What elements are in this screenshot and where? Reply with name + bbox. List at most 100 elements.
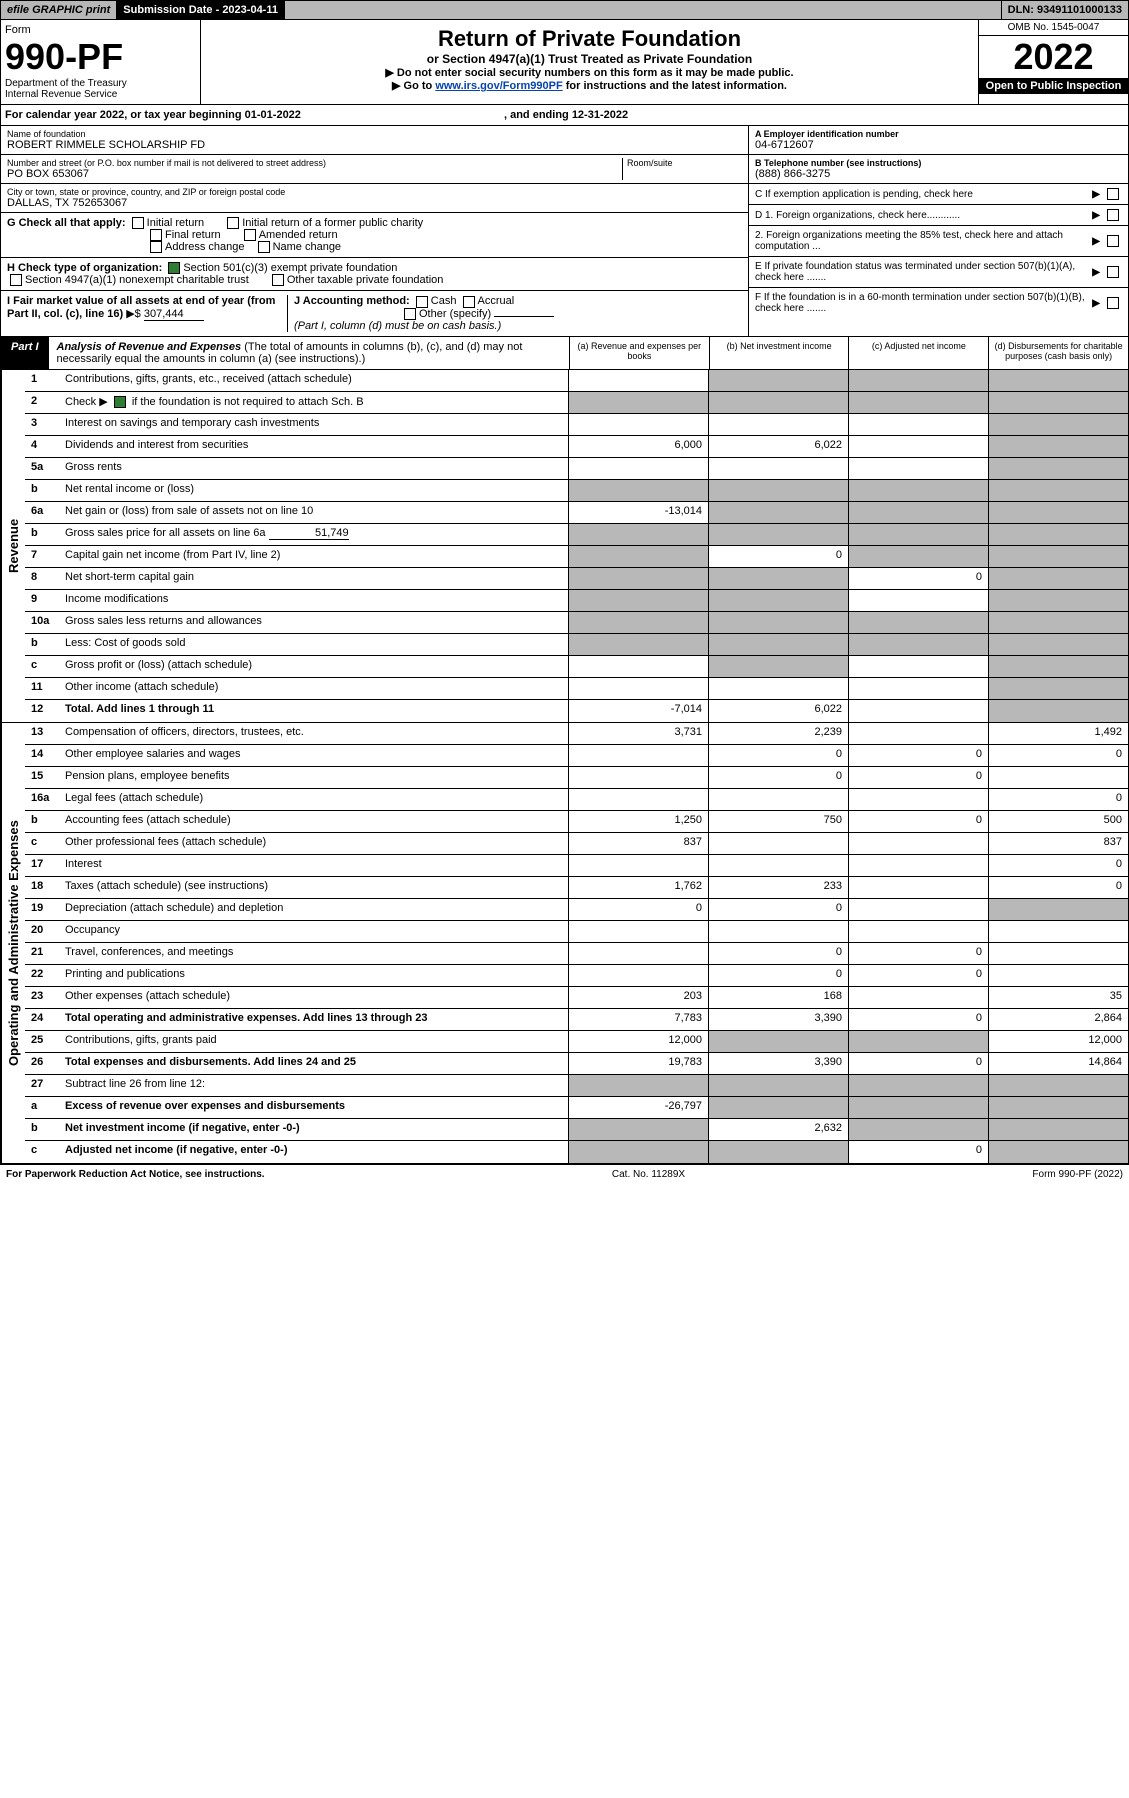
j-note: (Part I, column (d) must be on cash basi…: [294, 320, 501, 332]
r27a-a: -26,797: [568, 1097, 708, 1118]
c-checkbox[interactable]: [1107, 188, 1119, 200]
r15-b: 0: [708, 767, 848, 788]
r12-label: Total. Add lines 1 through 11: [61, 700, 568, 722]
col-d-hdr: (d) Disbursements for charitable purpose…: [988, 337, 1128, 369]
r1-label: Contributions, gifts, grants, etc., rece…: [61, 370, 568, 391]
r25-a: 12,000: [568, 1031, 708, 1052]
final-return-checkbox[interactable]: [150, 229, 162, 241]
d2-checkbox[interactable]: [1107, 235, 1119, 247]
r13-a: 3,731: [568, 723, 708, 744]
r27a-label: Excess of revenue over expenses and disb…: [61, 1097, 568, 1118]
r26-label: Total expenses and disbursements. Add li…: [61, 1053, 568, 1074]
city-value: DALLAS, TX 752653067: [7, 197, 742, 209]
r26-c: 0: [848, 1053, 988, 1074]
accrual-checkbox[interactable]: [463, 296, 475, 308]
r15-c: 0: [848, 767, 988, 788]
r27-label: Subtract line 26 from line 12:: [61, 1075, 568, 1096]
r27c-c: 0: [848, 1141, 988, 1163]
r7-b: 0: [708, 546, 848, 567]
501c3-checkbox[interactable]: [168, 262, 180, 274]
expenses-section: Operating and Administrative Expenses 13…: [0, 723, 1129, 1164]
r20-label: Occupancy: [61, 921, 568, 942]
r16b-c: 0: [848, 811, 988, 832]
top-bar: efile GRAPHIC print Submission Date - 20…: [0, 0, 1129, 20]
r3-label: Interest on savings and temporary cash i…: [61, 414, 568, 435]
cash-checkbox[interactable]: [416, 296, 428, 308]
r26-d: 14,864: [988, 1053, 1128, 1074]
f-label: F If the foundation is in a 60-month ter…: [755, 292, 1088, 314]
i-label: I Fair market value of all assets at end…: [7, 295, 275, 320]
footer-mid: Cat. No. 11289X: [612, 1169, 685, 1180]
r6b-val: 51,749: [269, 527, 349, 540]
other-taxable-checkbox[interactable]: [272, 274, 284, 286]
form-header: Form 990-PF Department of the Treasury I…: [0, 20, 1129, 105]
r23-a: 203: [568, 987, 708, 1008]
expenses-side-label: Operating and Administrative Expenses: [1, 723, 25, 1163]
r5b-label: Net rental income or (loss): [61, 480, 568, 501]
ein-label: A Employer identification number: [755, 129, 1122, 139]
room-label: Room/suite: [627, 158, 742, 168]
r26-a: 19,783: [568, 1053, 708, 1074]
r2-pre: Check ▶: [65, 396, 108, 408]
r13-b: 2,239: [708, 723, 848, 744]
g-opt-final: Final return: [165, 229, 221, 241]
r24-label: Total operating and administrative expen…: [61, 1009, 568, 1030]
efile-label: efile GRAPHIC print: [1, 1, 117, 19]
initial-former-checkbox[interactable]: [227, 217, 239, 229]
r4-b: 6,022: [708, 436, 848, 457]
r16c-label: Other professional fees (attach schedule…: [61, 833, 568, 854]
entity-info: Name of foundation ROBERT RIMMELE SCHOLA…: [0, 126, 1129, 337]
r14-label: Other employee salaries and wages: [61, 745, 568, 766]
r6b-label: Gross sales price for all assets on line…: [65, 527, 266, 539]
r25-label: Contributions, gifts, grants paid: [61, 1031, 568, 1052]
r18-a: 1,762: [568, 877, 708, 898]
4947-checkbox[interactable]: [10, 274, 22, 286]
d2-label: 2. Foreign organizations meeting the 85%…: [755, 230, 1088, 252]
r27c-label: Adjusted net income (if negative, enter …: [61, 1141, 568, 1163]
r17-d: 0: [988, 855, 1128, 876]
ein-value: 04-6712607: [755, 139, 1122, 151]
instr2-pre: ▶ Go to: [392, 80, 435, 92]
col-a-hdr: (a) Revenue and expenses per books: [569, 337, 709, 369]
r5a-label: Gross rents: [61, 458, 568, 479]
r7-label: Capital gain net income (from Part IV, l…: [61, 546, 568, 567]
r21-label: Travel, conferences, and meetings: [61, 943, 568, 964]
e-checkbox[interactable]: [1107, 266, 1119, 278]
foundation-name: ROBERT RIMMELE SCHOLARSHIP FD: [7, 139, 742, 151]
d1-checkbox[interactable]: [1107, 209, 1119, 221]
name-change-checkbox[interactable]: [258, 241, 270, 253]
schb-checkbox[interactable]: [114, 396, 126, 408]
other-method-checkbox[interactable]: [404, 308, 416, 320]
g-opt-addr: Address change: [165, 241, 245, 253]
r12-a: -7,014: [568, 700, 708, 722]
h-opt2: Section 4947(a)(1) nonexempt charitable …: [25, 274, 249, 286]
phone-value: (888) 866-3275: [755, 168, 1122, 180]
f-checkbox[interactable]: [1107, 297, 1119, 309]
r26-b: 3,390: [708, 1053, 848, 1074]
part1-title: Analysis of Revenue and Expenses: [57, 341, 242, 353]
r15-label: Pension plans, employee benefits: [61, 767, 568, 788]
r24-b: 3,390: [708, 1009, 848, 1030]
part1-header: Part I Analysis of Revenue and Expenses …: [0, 337, 1129, 370]
g-opt-initial: Initial return: [147, 217, 204, 229]
irs-link[interactable]: www.irs.gov/Form990PF: [435, 80, 562, 92]
amended-checkbox[interactable]: [244, 229, 256, 241]
r18-d: 0: [988, 877, 1128, 898]
form-number: 990-PF: [5, 36, 196, 78]
footer-right: Form 990-PF (2022): [1032, 1169, 1123, 1180]
calyear-ending: , and ending 12-31-2022: [504, 109, 628, 121]
initial-return-checkbox[interactable]: [132, 217, 144, 229]
address-change-checkbox[interactable]: [150, 241, 162, 253]
r24-c: 0: [848, 1009, 988, 1030]
r2-post: if the foundation is not required to att…: [132, 396, 364, 408]
part1-label: Part I: [1, 337, 49, 369]
r8-c: 0: [848, 568, 988, 589]
h-check-row: H Check type of organization: Section 50…: [1, 258, 748, 291]
e-label: E If private foundation status was termi…: [755, 261, 1088, 283]
r27b-label: Net investment income (if negative, ente…: [61, 1119, 568, 1140]
r19-b: 0: [708, 899, 848, 920]
r10c-label: Gross profit or (loss) (attach schedule): [61, 656, 568, 677]
r22-b: 0: [708, 965, 848, 986]
r23-label: Other expenses (attach schedule): [61, 987, 568, 1008]
phone-label: B Telephone number (see instructions): [755, 158, 1122, 168]
